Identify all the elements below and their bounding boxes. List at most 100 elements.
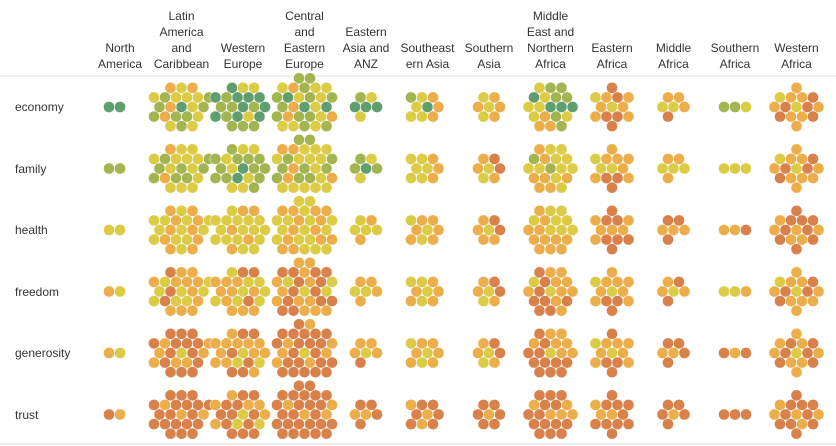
country-bubble <box>790 243 803 255</box>
country-bubble <box>555 143 568 156</box>
country-bubble <box>164 328 177 340</box>
country-bubble <box>589 276 602 288</box>
country-bubble <box>148 276 160 288</box>
country-bubble <box>555 224 568 236</box>
country-bubble <box>181 399 193 411</box>
country-bubble <box>494 285 506 298</box>
country-bubble <box>181 91 193 104</box>
country-bubble <box>237 143 249 156</box>
country-bubble <box>186 205 199 217</box>
country-bubble <box>533 389 546 402</box>
country-bubble <box>315 356 327 369</box>
country-bubble <box>349 285 361 298</box>
country-bubble <box>298 389 311 402</box>
country-bubble <box>237 366 249 378</box>
country-bubble <box>606 224 618 236</box>
country-bubble <box>354 356 367 369</box>
country-bubble <box>528 418 540 430</box>
country-bubble <box>785 399 797 411</box>
country-bubble <box>282 110 294 123</box>
country-bubble <box>320 328 333 340</box>
country-bubble <box>181 337 193 350</box>
country-bubble <box>298 285 311 298</box>
country-bubble <box>282 153 294 165</box>
country-bubble <box>209 91 222 104</box>
country-bubble <box>192 356 204 369</box>
country-bubble <box>148 337 160 350</box>
country-bubble <box>555 243 568 255</box>
country-bubble <box>164 101 177 113</box>
country-bubble <box>276 205 289 217</box>
country-bubble <box>774 399 786 411</box>
country-bubble <box>159 91 171 104</box>
country-bubble <box>555 389 568 402</box>
country-bubble <box>555 205 568 217</box>
country-bubble <box>550 399 562 411</box>
country-bubble <box>774 153 786 165</box>
country-bubble <box>528 153 540 165</box>
country-bubble <box>354 172 367 184</box>
country-bubble <box>796 295 808 307</box>
country-bubble <box>544 82 557 94</box>
country-bubble <box>226 328 238 340</box>
country-bubble <box>528 399 540 411</box>
country-bubble <box>282 214 294 227</box>
country-bubble <box>276 266 289 279</box>
country-bubble <box>114 347 126 359</box>
country-bubble <box>282 399 294 411</box>
country-bubble <box>790 162 803 175</box>
country-bubble <box>539 153 551 165</box>
country-bubble <box>550 337 562 350</box>
country-bubble <box>326 233 338 246</box>
country-bubble <box>606 285 618 298</box>
country-bubble <box>785 233 797 246</box>
country-bubble <box>226 224 238 236</box>
country-bubble <box>622 153 635 165</box>
country-bubble <box>796 337 808 350</box>
country-bubble <box>561 110 573 123</box>
country-bubble <box>544 408 557 421</box>
country-bubble <box>242 110 255 123</box>
country-bubble <box>287 181 300 194</box>
country-bubble <box>790 285 803 298</box>
country-bubble <box>544 205 557 217</box>
country-bubble <box>159 110 171 123</box>
country-bubble <box>483 408 495 421</box>
country-bubble <box>550 172 562 184</box>
country-bubble <box>248 120 260 132</box>
country-bubble <box>231 399 244 411</box>
country-bubble <box>287 266 300 279</box>
country-bubble <box>667 285 680 298</box>
country-bubble <box>662 418 674 430</box>
country-bubble <box>164 243 177 255</box>
column-header: Western Africa <box>774 41 819 71</box>
country-bubble <box>550 110 562 123</box>
country-bubble <box>276 285 289 298</box>
country-bubble <box>796 110 808 123</box>
country-bubble <box>488 153 501 165</box>
country-bubble <box>354 233 367 246</box>
country-bubble <box>561 399 573 411</box>
country-bubble <box>175 427 188 440</box>
country-bubble <box>622 399 635 411</box>
country-bubble <box>528 337 540 350</box>
country-bubble <box>354 110 367 123</box>
country-bubble <box>528 356 540 369</box>
country-bubble <box>785 110 797 123</box>
country-bubble <box>253 110 266 123</box>
country-bubble <box>488 337 501 350</box>
country-bubble <box>600 172 613 184</box>
country-bubble <box>209 172 222 184</box>
country-bubble <box>287 427 300 440</box>
country-bubble <box>186 427 199 440</box>
country-bubble <box>779 162 792 175</box>
country-bubble <box>209 233 222 246</box>
country-bubble <box>785 418 797 430</box>
country-bubble <box>718 162 730 175</box>
column-header: North America <box>97 41 142 71</box>
country-bubble <box>237 243 249 255</box>
country-bubble <box>287 366 300 378</box>
country-bubble <box>416 276 428 288</box>
country-bubble <box>354 91 367 104</box>
country-bubble <box>555 162 568 175</box>
